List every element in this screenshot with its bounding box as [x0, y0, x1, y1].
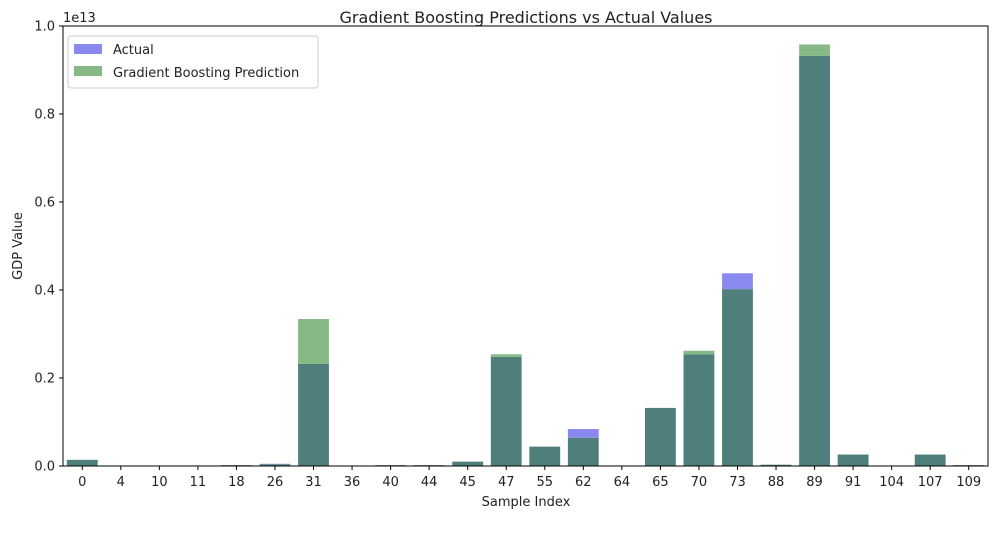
- legend-swatch-prediction: [74, 66, 102, 76]
- bar-actual-73: [722, 273, 753, 290]
- x-tick-label: 104: [879, 475, 904, 490]
- bar-prediction-31: [298, 319, 329, 364]
- x-tick-label: 47: [498, 475, 515, 490]
- y-tick-label: 0.4: [34, 284, 55, 299]
- y-tick-label: 0.0: [34, 460, 55, 475]
- bar-overlap-89: [799, 55, 830, 467]
- x-tick-label: 11: [190, 475, 207, 490]
- bar-prediction-89: [799, 44, 830, 56]
- x-tick-label: 0: [78, 475, 86, 490]
- x-tick-label: 91: [845, 475, 862, 490]
- x-tick-label: 36: [344, 475, 361, 490]
- x-tick-label: 55: [536, 475, 553, 490]
- x-tick-label: 4: [117, 475, 125, 490]
- bar-overlap-107: [914, 454, 946, 466]
- y-tick-label: 1.0: [34, 20, 55, 35]
- bar-actual-62: [567, 429, 599, 438]
- legend: Actual Gradient Boosting Prediction: [67, 35, 319, 89]
- y-tick-label: 0.2: [34, 372, 55, 387]
- x-tick-label: 88: [768, 475, 785, 490]
- bar-prediction-70: [683, 350, 715, 355]
- x-tick-label: 10: [151, 475, 168, 490]
- bar-overlap-0: [66, 459, 98, 466]
- bars-group: [66, 44, 985, 467]
- bar-prediction-47: [490, 354, 522, 357]
- x-tick-label: 107: [918, 475, 943, 490]
- x-tick-label: 70: [691, 475, 708, 490]
- y-offset-label: 1e13: [63, 11, 96, 26]
- bar-overlap-73: [722, 289, 753, 466]
- bar-overlap-65: [644, 407, 676, 466]
- x-tick-label: 65: [652, 475, 669, 490]
- bar-overlap-45: [452, 461, 484, 466]
- x-tick-label: 62: [575, 475, 592, 490]
- legend-box: [67, 35, 319, 89]
- x-tick-label: 31: [305, 475, 322, 490]
- x-tick-label: 26: [267, 475, 284, 490]
- y-axis: 0.0 0.2 0.4 0.6 0.8 1.0: [34, 20, 63, 475]
- bar-overlap-88: [760, 464, 792, 466]
- plot-frame: [62, 25, 989, 467]
- x-tick-label: 64: [614, 475, 631, 490]
- x-tick-label: 109: [956, 475, 981, 490]
- x-tick-label: 44: [421, 475, 438, 490]
- x-axis-label: Sample Index: [482, 495, 571, 510]
- y-tick-label: 0.6: [34, 196, 55, 211]
- bar-overlap-26: [259, 464, 291, 466]
- bar-overlap-31: [298, 363, 329, 466]
- y-axis-label: GDP Value: [11, 212, 26, 280]
- legend-label-actual: Actual: [113, 43, 154, 58]
- x-tick-label: 18: [228, 475, 245, 490]
- chart-title: Gradient Boosting Predictions vs Actual …: [340, 8, 713, 27]
- x-tick-label: 40: [382, 475, 399, 490]
- x-tick-label: 89: [806, 475, 823, 490]
- bar-overlap-70: [683, 354, 715, 466]
- y-tick-label: 0.8: [34, 108, 55, 123]
- bar-overlap-47: [490, 356, 522, 466]
- bar-overlap-62: [567, 437, 599, 466]
- legend-swatch-actual: [74, 44, 102, 54]
- bar-overlap-55: [529, 446, 561, 466]
- x-tick-label: 45: [459, 475, 476, 490]
- legend-label-prediction: Gradient Boosting Prediction: [113, 66, 299, 81]
- x-tick-label: 73: [729, 475, 746, 490]
- x-axis: 0 4 10 11 18 26 31 36 40 44 45 47 55 62 64 65 70 73 88 89 91…: [78, 466, 981, 490]
- bar-overlap-91: [837, 454, 869, 466]
